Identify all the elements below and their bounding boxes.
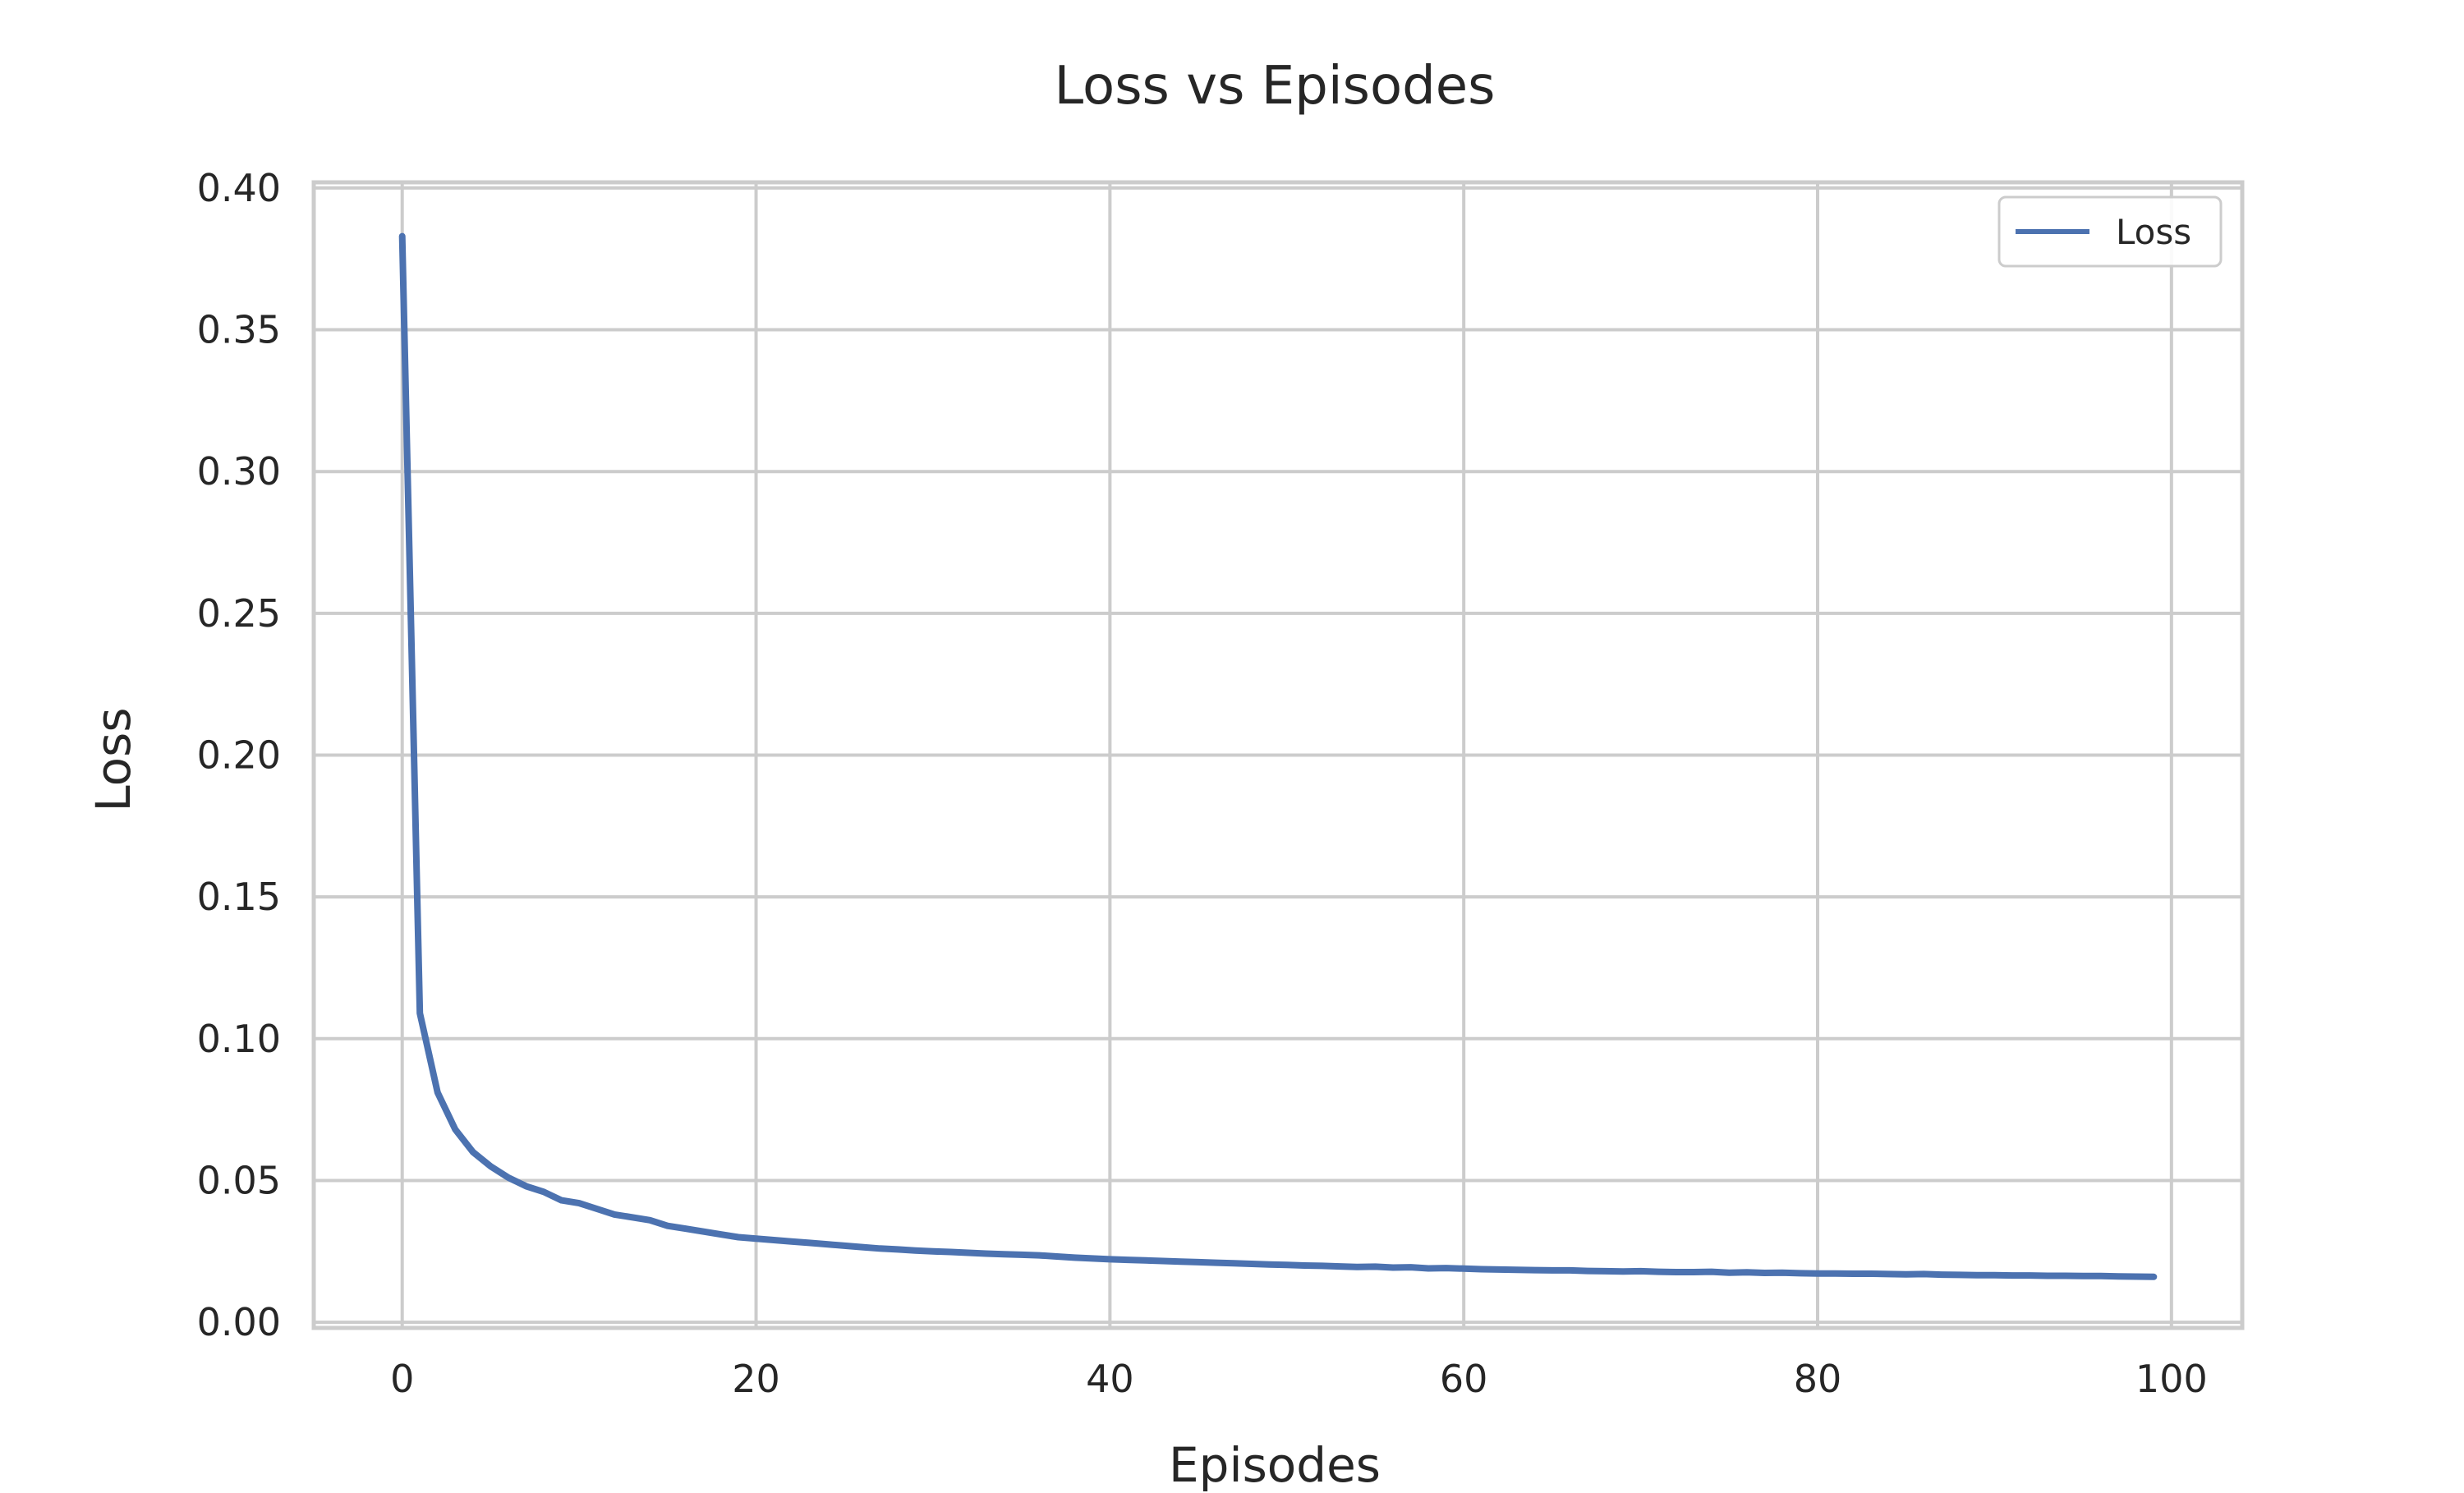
y-tick-label: 0.05 [197,1158,281,1202]
y-axis-label: Loss [85,707,141,812]
series-line-loss [398,232,2158,1280]
x-tick-label: 100 [2135,1357,2208,1401]
y-tick-label: 0.15 [197,875,281,919]
x-axis-label: Episodes [1169,1437,1381,1493]
y-tick-label: 0.35 [197,308,281,352]
chart-title: Loss vs Episodes [1054,56,1496,117]
y-tick-label: 0.40 [197,166,281,210]
x-tick-label: 0 [390,1357,414,1401]
x-tick-label: 20 [732,1357,780,1401]
y-tick-label: 0.10 [197,1017,281,1061]
y-tick-label: 0.30 [197,449,281,494]
x-tick-label: 40 [1086,1357,1134,1401]
x-tick-label: 60 [1440,1357,1488,1401]
plot-frame [311,180,2245,1330]
y-tick-label: 0.25 [197,591,281,636]
legend-label: Loss [2116,212,2191,252]
x-tick-label: 80 [1794,1357,1842,1401]
legend-box [1997,195,2223,268]
y-tick-label: 0.00 [197,1300,281,1344]
y-tick-label: 0.20 [197,733,281,778]
